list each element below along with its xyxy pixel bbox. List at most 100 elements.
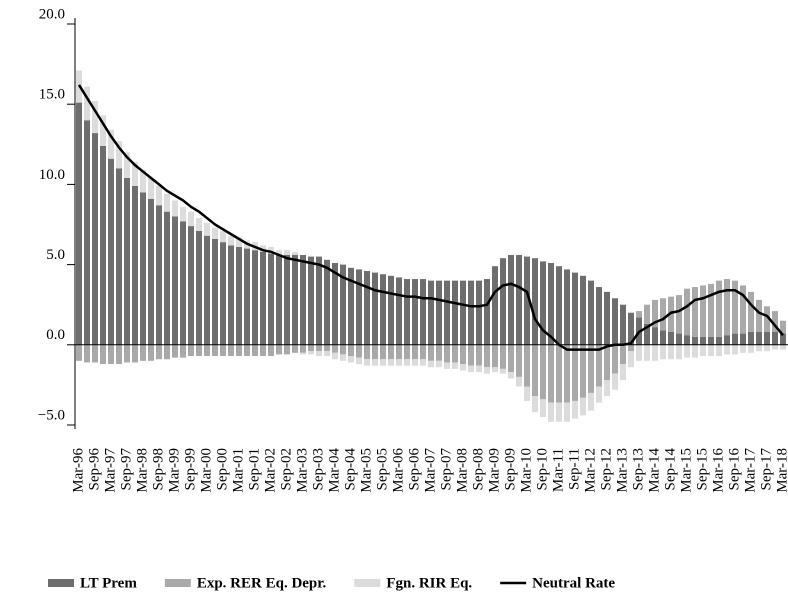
bar [500,344,506,369]
x-tick-label: Mar-04 [326,448,342,493]
bar [260,245,266,252]
bar [652,327,658,345]
bar [660,298,666,331]
bar [396,359,402,366]
bar [748,344,754,353]
bar [628,312,634,345]
bar [132,186,138,345]
bar [84,86,90,121]
bar [668,344,674,360]
bar [196,230,202,345]
bar [116,141,122,169]
bar [508,344,514,373]
bar [76,344,82,361]
bar [588,392,594,411]
bar [476,344,482,366]
bar [772,344,778,350]
bar [388,359,394,366]
bar [556,344,562,403]
bar [572,272,578,345]
bar [716,280,722,337]
bar [124,152,130,178]
bar [236,344,242,357]
bar [756,331,762,345]
x-tick-label: Sep-14 [662,448,678,491]
bar [116,168,122,345]
x-tick-label: Sep-96 [86,448,102,491]
bar [340,264,346,345]
bar [316,256,322,345]
bar [412,359,418,366]
bar [684,288,690,336]
bar [612,298,618,345]
bar [212,227,218,239]
x-tick-label: Mar-08 [454,448,470,493]
x-tick-label: Mar-17 [742,448,758,493]
x-tick-label: Sep-98 [150,448,166,491]
bar [428,344,434,361]
x-tick-label: Mar-14 [646,448,662,493]
bar [452,344,458,363]
bar [612,373,618,390]
bar [364,359,370,366]
bar [404,359,410,366]
bar [580,275,586,345]
bar [708,283,714,337]
x-tick-label: Sep-03 [310,448,326,491]
x-tick-label: Sep-12 [598,448,614,491]
bar [188,344,194,357]
bar [220,242,226,345]
bar [260,344,266,357]
bar [124,177,130,345]
bar [716,336,722,345]
x-tick-label: Mar-97 [102,448,118,493]
legend-label: Fgn. RIR Eq. [386,575,472,591]
bar [84,344,90,363]
bar [204,222,210,236]
bar [316,344,322,352]
bar [356,357,362,365]
bar [676,333,682,345]
bar [372,359,378,366]
bar [76,102,82,345]
bar [660,344,666,360]
bar [140,344,146,361]
bar [412,279,418,345]
bar [516,254,522,345]
bar [524,344,530,387]
bar [332,352,338,360]
x-tick-label: Sep-05 [374,448,390,491]
x-tick-label: Mar-12 [582,448,598,493]
bar [364,344,370,360]
bar [724,344,730,355]
bar [348,356,354,363]
bar [116,344,122,365]
x-tick-label: Mar-06 [390,448,406,493]
bar [700,344,706,357]
bar [164,211,170,345]
bar [604,380,610,397]
y-tick-label: 5.0 [46,247,65,263]
bar [324,351,330,357]
bar [540,261,546,345]
bar [92,133,98,345]
bar [428,280,434,345]
bar [372,272,378,345]
bar [508,254,514,345]
bar [532,396,538,413]
bar [348,344,354,357]
line [77,84,784,351]
bar [540,344,546,400]
bar [396,344,402,360]
bar [332,344,338,353]
x-tick-label: Mar-11 [550,448,566,492]
bar [300,254,306,345]
bar [108,129,114,159]
bar [772,311,778,332]
x-tick-label: Sep-99 [182,448,198,491]
bar [676,295,682,334]
bar [220,230,226,243]
bar [444,280,450,345]
y-tick-label: −5.0 [38,407,65,423]
